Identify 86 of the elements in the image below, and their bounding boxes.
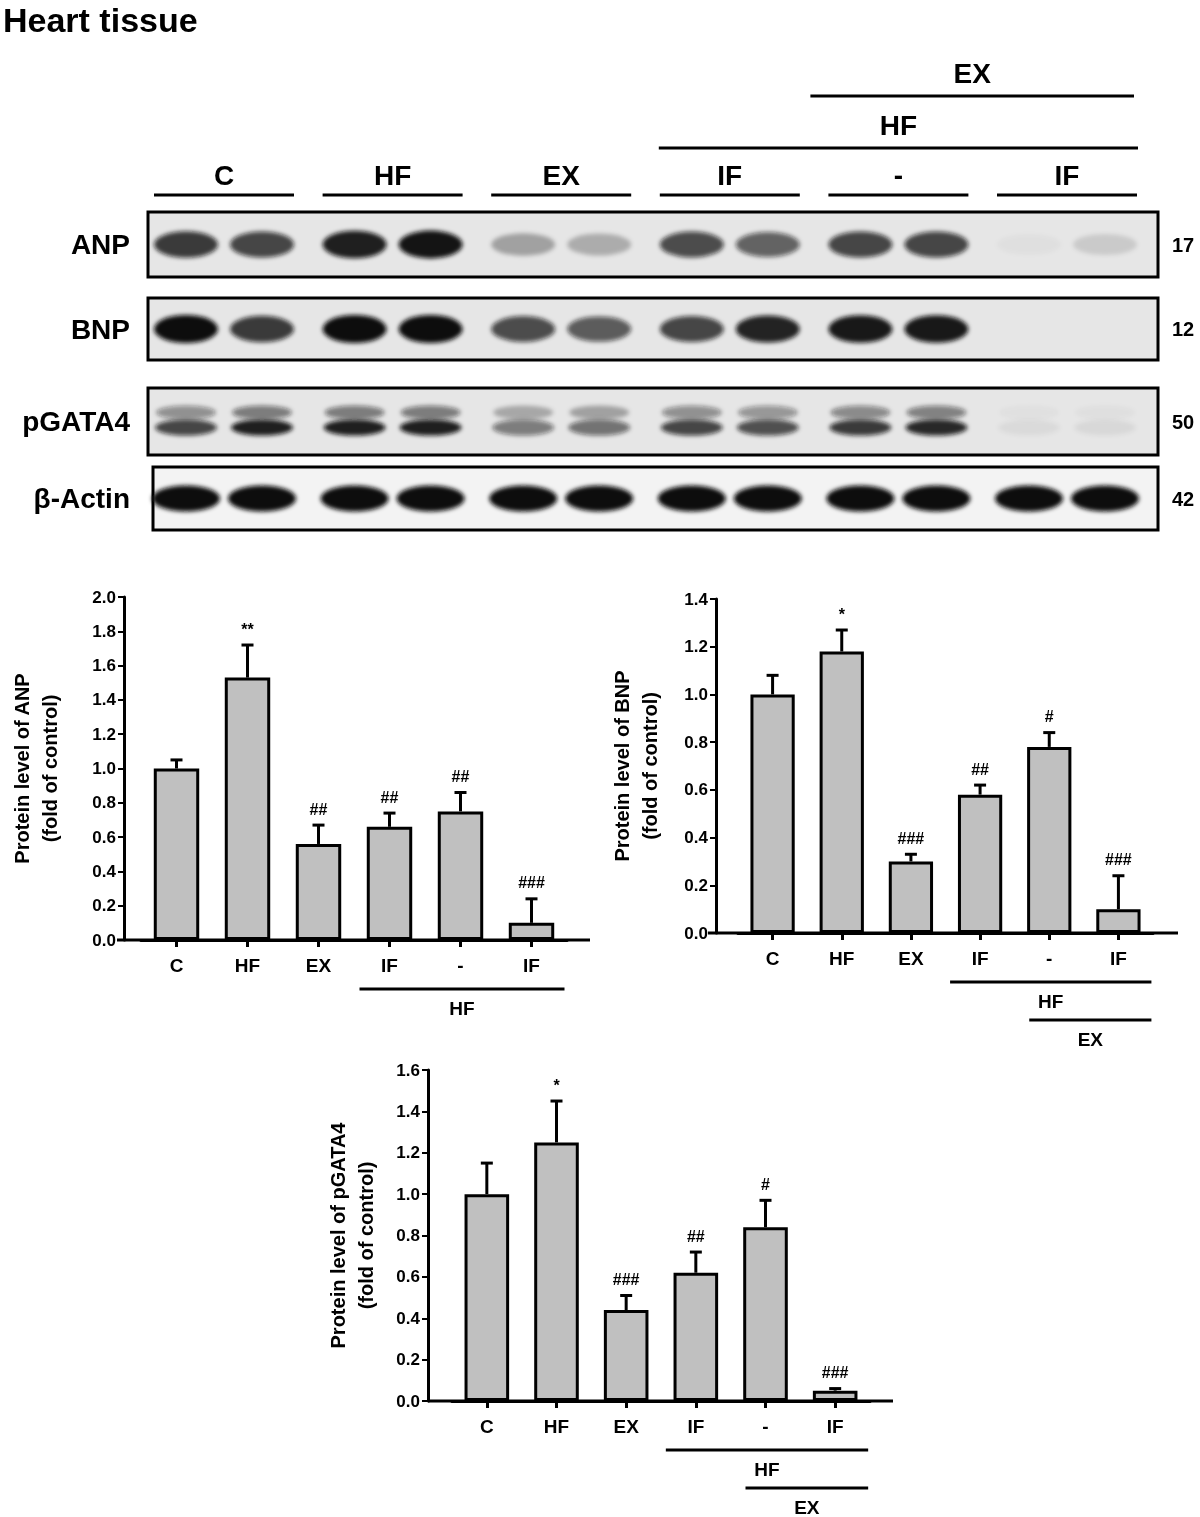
- category-label: 17: [1171, 233, 1195, 256]
- y-tick-label: 0.6: [684, 780, 708, 800]
- y-tick-label: 0.6: [396, 1267, 420, 1287]
- text: EX: [1077, 1028, 1104, 1050]
- data-label: ###: [821, 1364, 849, 1382]
- x-tick-label: -: [457, 955, 464, 976]
- y-tick-label: 0.4: [396, 1308, 421, 1328]
- y-axis-title: Protein level of ANP (fold of control): [11, 673, 61, 864]
- data-label: ##: [686, 1227, 705, 1245]
- data-label: ###: [518, 874, 545, 892]
- category-label: 12: [1171, 318, 1195, 340]
- y-tick-label: 1.2: [396, 1143, 420, 1163]
- x-tick-label: EX: [898, 948, 924, 969]
- x-tick-label: EX: [613, 1416, 640, 1437]
- y-tick-label: 0.4: [684, 828, 709, 848]
- y-tick-label: 0.8: [684, 732, 708, 752]
- x-tick-label: IF: [381, 955, 398, 976]
- data-label: ###: [897, 829, 925, 847]
- x-tick-label: HF: [543, 1416, 570, 1437]
- y-tick-label: 0.8: [396, 1226, 420, 1245]
- y-tick-label: 0.4: [92, 861, 117, 881]
- category-label: IF: [717, 159, 743, 191]
- y-tick-label: 1.4: [92, 690, 117, 710]
- y-tick-label: 0.0: [92, 930, 116, 950]
- y-tick-label: 1.6: [396, 1060, 420, 1080]
- data-label: ##: [309, 800, 328, 818]
- y-tick-label: 2.0: [92, 587, 116, 607]
- category-label: C: [213, 159, 235, 191]
- x-tick-label: C: [765, 948, 780, 969]
- category-label: ANP: [70, 229, 130, 260]
- y-tick-label: 0.2: [92, 896, 116, 916]
- data-label: **: [241, 620, 255, 638]
- y-tick-label: 1.2: [684, 637, 708, 657]
- y-tick-label: 0.2: [396, 1350, 420, 1370]
- category-label: BNP: [70, 313, 130, 345]
- y-axis-title: Protein level of pGATA4 (fold of control): [327, 1121, 377, 1349]
- data-label: #: [761, 1175, 771, 1193]
- data-label: #: [1044, 708, 1054, 726]
- x-tick-label: IF: [523, 955, 540, 976]
- y-tick-label: 1.0: [396, 1184, 420, 1204]
- x-tick-label: -: [762, 1416, 769, 1437]
- text: EX: [953, 57, 992, 89]
- data-label: *: [838, 605, 846, 623]
- category-label: β-Actin: [33, 483, 130, 514]
- y-tick-label: 0.0: [684, 923, 708, 943]
- y-tick-label: 1.0: [684, 684, 708, 704]
- x-tick-label: IF: [826, 1416, 844, 1437]
- y-tick-label: 0.8: [92, 793, 116, 813]
- data-label: ###: [1105, 851, 1132, 869]
- data-label: ##: [971, 760, 990, 778]
- x-tick-label: IF: [687, 1416, 705, 1437]
- y-tick-label: 0.0: [396, 1391, 420, 1411]
- data-label: *: [553, 1076, 561, 1094]
- x-tick-label: HF: [829, 948, 855, 969]
- data-label: ##: [451, 768, 470, 786]
- category-label: 42: [1171, 487, 1195, 510]
- text: EX: [794, 1496, 820, 1517]
- x-tick-label: IF: [971, 948, 989, 969]
- category-label: -: [893, 159, 904, 191]
- category-label: EX: [542, 159, 581, 191]
- x-tick-label: EX: [305, 955, 332, 976]
- x-tick-label: C: [169, 955, 184, 976]
- x-tick-label: -: [1046, 948, 1053, 969]
- y-tick-label: 1.8: [92, 621, 116, 641]
- y-tick-label: 0.6: [92, 827, 116, 847]
- category-label: pGATA4: [22, 406, 130, 437]
- y-tick-label: 1.0: [92, 759, 116, 778]
- y-tick-label: 1.4: [684, 589, 709, 609]
- text: HF: [754, 1458, 780, 1480]
- y-tick-label: 1.2: [92, 724, 116, 744]
- text: HF: [1038, 990, 1064, 1012]
- text: HF: [879, 109, 918, 141]
- text: HF: [449, 997, 475, 1019]
- category-label: 50: [1171, 410, 1195, 433]
- category-label: HF: [373, 159, 412, 191]
- data-label: ###: [612, 1270, 640, 1288]
- x-tick-label: HF: [234, 955, 261, 976]
- x-tick-label: C: [479, 1416, 494, 1437]
- x-tick-label: IF: [1109, 948, 1127, 969]
- y-tick-label: 1.6: [92, 656, 116, 676]
- text: Heart tissue: [3, 1, 198, 39]
- y-tick-label: 1.4: [396, 1101, 421, 1121]
- y-tick-label: 0.2: [684, 875, 708, 895]
- data-label: ##: [380, 788, 399, 806]
- category-label: IF: [1054, 159, 1080, 191]
- y-axis-title: Protein level of BNP (fold of control): [611, 670, 661, 862]
